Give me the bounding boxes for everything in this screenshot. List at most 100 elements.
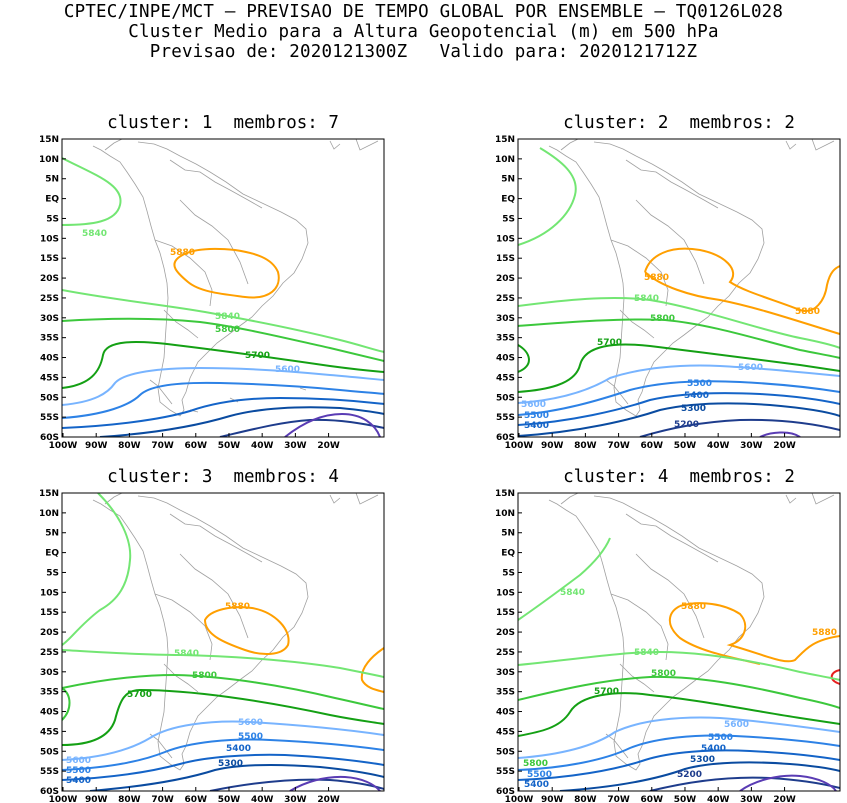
lon-tick-label: 50W (674, 441, 697, 451)
lat-tick-label: 15N (495, 135, 515, 145)
lat-tick-label: 10N (495, 155, 515, 165)
lat-tick-label: 55S (496, 413, 515, 423)
lon-tick-label: 100W (49, 795, 78, 803)
lat-tick-label: EQ (501, 549, 515, 559)
lon-tick-label: 50W (218, 441, 241, 451)
lat-tick-label: 50S (40, 393, 59, 403)
lon-tick-label: 90W (85, 441, 108, 451)
lat-tick-label: 60S (40, 433, 59, 443)
lat-tick-label: 10N (495, 509, 515, 519)
panel-1-contour-labels: 5840 5880 5840 5800 5700 5600 (82, 229, 300, 375)
lon-tick-label: 80W (118, 441, 141, 451)
lat-tick-label: 5N (501, 529, 515, 539)
contour-label: 5880 (812, 628, 837, 638)
contour-label: 5400 (524, 421, 549, 431)
contour-label: 5400 (684, 391, 709, 401)
lat-tick-label: 10S (40, 588, 59, 598)
lat-tick-label: 20S (40, 274, 59, 284)
lat-tick-label: 5N (501, 175, 515, 185)
panel-3-title: cluster: 3 membros: 4 (107, 467, 339, 487)
contour-label: 5200 (677, 770, 702, 780)
panel-4-contour-labels: 5840 5880 5880 5840 5800 5700 5600 5500 … (523, 588, 837, 790)
lat-tick-label: 30S (496, 314, 515, 324)
lon-tick-label: 40W (707, 795, 730, 803)
lat-tick-label: 5S (46, 214, 59, 224)
lon-tick-label: 70W (607, 441, 630, 451)
lat-tick-label: 5N (45, 175, 59, 185)
lat-tick-label: 50S (40, 747, 59, 757)
panel-1-title: cluster: 1 membros: 7 (107, 113, 339, 133)
panel-4-title: cluster: 4 membros: 2 (563, 467, 795, 487)
lat-tick-label: 60S (496, 787, 515, 797)
lat-tick-label: 20S (40, 628, 59, 638)
contour-label: 5300 (690, 755, 715, 765)
panel-2-map: 5880 5880 5840 5800 5700 5600 5600 5500 … (517, 138, 841, 438)
lat-tick-label: 10N (39, 155, 59, 165)
contour-label: 5300 (218, 759, 243, 769)
contour-label: 5880 (225, 602, 250, 612)
lon-tick-label: 30W (284, 795, 307, 803)
contour-label: 5500 (238, 732, 263, 742)
contour-label: 5800 (215, 325, 240, 335)
lat-tick-label: 45S (40, 727, 59, 737)
contour-label: 5600 (238, 718, 263, 728)
panel-1-coastline (92, 139, 379, 417)
lat-tick-label: 45S (496, 727, 515, 737)
lat-tick-label: 35S (40, 334, 59, 344)
lat-tick-label: 30S (40, 314, 59, 324)
contour-label: 5400 (226, 744, 251, 754)
lon-tick-label: 100W (49, 441, 78, 451)
lon-tick-label: 60W (185, 441, 208, 451)
lon-tick-label: 20W (317, 441, 340, 451)
lon-tick-label: 20W (773, 795, 796, 803)
contour-label: 5840 (634, 294, 659, 304)
lon-tick-label: 40W (707, 441, 730, 451)
panel-4-map: 5840 5880 5880 5840 5800 5700 5600 5500 … (517, 492, 841, 792)
contour-label: 5840 (215, 312, 240, 322)
contour-label: 5840 (560, 588, 585, 598)
contour-label: 5700 (127, 690, 152, 700)
lat-tick-label: 45S (40, 373, 59, 383)
contour-label: 5700 (597, 338, 622, 348)
lat-tick-label: 5N (45, 529, 59, 539)
lat-tick-label: 10S (496, 234, 515, 244)
axis-labels: 15N 10N 5N EQ 5S 10S 15S 20S 25S 30S 35S 40S 45S 50S 5… (39, 135, 796, 803)
lat-tick-label: 25S (40, 294, 59, 304)
contour-label: 5200 (674, 420, 699, 430)
lat-tick-label: 15N (39, 135, 59, 145)
contour-label: 5840 (634, 648, 659, 658)
lon-tick-label: 70W (151, 441, 174, 451)
lon-tick-label: 60W (641, 795, 664, 803)
lon-tick-label: 80W (574, 795, 597, 803)
lat-tick-label: EQ (45, 195, 59, 205)
lat-tick-label: 55S (496, 767, 515, 777)
header-line-3: Previsao de: 2020121300Z Valido para: 20… (149, 42, 698, 62)
contour-label: 5500 (708, 733, 733, 743)
lon-tick-label: 30W (284, 441, 307, 451)
contour-label: 5400 (66, 776, 91, 786)
contour-label: 5880 (644, 273, 669, 283)
panel-2-title: cluster: 2 membros: 2 (563, 113, 795, 133)
contour-label: 5500 (66, 766, 91, 776)
lon-tick-label: 80W (118, 795, 141, 803)
lat-tick-label: 15N (39, 489, 59, 499)
lat-tick-label: 30S (496, 668, 515, 678)
lon-tick-label: 40W (251, 795, 274, 803)
lon-tick-label: 20W (317, 795, 340, 803)
contour-label: 5500 (527, 770, 552, 780)
lat-tick-label: 60S (40, 787, 59, 797)
lat-tick-label: 15N (495, 489, 515, 499)
lon-tick-label: 20W (773, 441, 796, 451)
contour-label: 5700 (245, 351, 270, 361)
lat-tick-label: 50S (496, 747, 515, 757)
panel-2-contour-labels: 5880 5880 5840 5800 5700 5600 5600 5500 … (521, 273, 820, 431)
contour-label: 5880 (795, 307, 820, 317)
lon-tick-label: 70W (151, 795, 174, 803)
lat-tick-label: 15S (496, 608, 515, 618)
contour-label: 5700 (594, 687, 619, 697)
contour-label: 5600 (738, 363, 763, 373)
contour-label: 5500 (687, 379, 712, 389)
lat-tick-label: 25S (496, 648, 515, 658)
contour-label: 5800 (651, 669, 676, 679)
lat-tick-label: 20S (496, 628, 515, 638)
